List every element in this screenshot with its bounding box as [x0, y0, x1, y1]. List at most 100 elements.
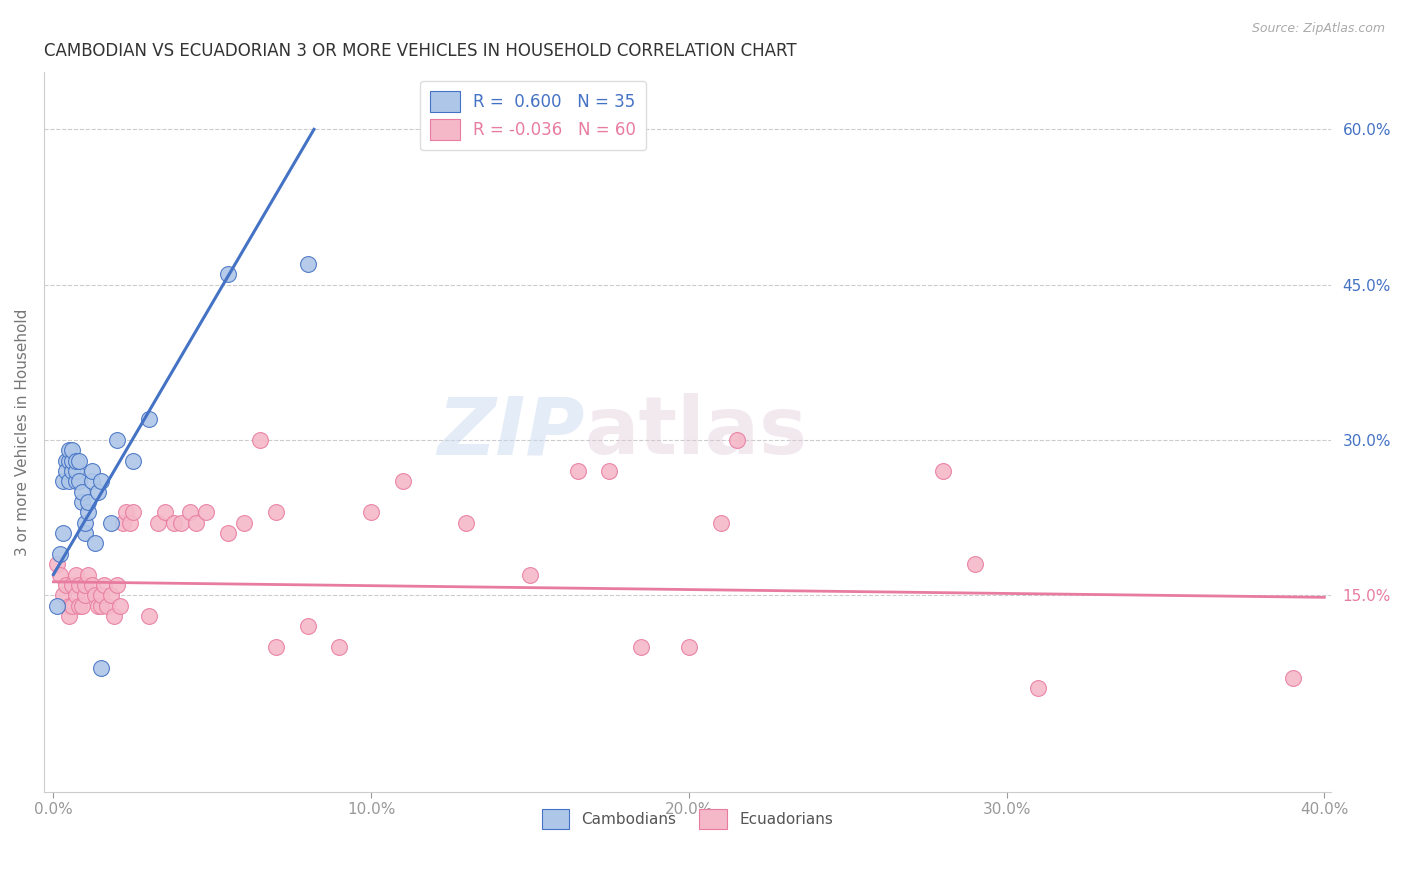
Point: [103, 609, 125, 624]
Point: [630, 640, 652, 654]
Point: [598, 464, 620, 478]
Point: [710, 516, 733, 530]
Point: [328, 640, 350, 654]
Point: [108, 599, 131, 613]
Point: [62, 578, 84, 592]
Point: [90, 661, 112, 675]
Point: [112, 516, 135, 530]
Point: [80, 578, 103, 592]
Point: [55, 464, 77, 478]
Point: [264, 640, 287, 654]
Point: [75, 516, 97, 530]
Point: [52, 475, 75, 489]
Text: ZIP: ZIP: [437, 393, 585, 471]
Point: [83, 588, 105, 602]
Y-axis label: 3 or more Vehicles in Household: 3 or more Vehicles in Household: [15, 309, 30, 556]
Point: [297, 619, 319, 633]
Point: [217, 526, 239, 541]
Point: [963, 558, 986, 572]
Point: [169, 516, 191, 530]
Point: [77, 567, 100, 582]
Point: [58, 475, 80, 489]
Point: [93, 578, 115, 592]
Point: [115, 505, 138, 519]
Point: [62, 443, 84, 458]
Point: [1028, 681, 1050, 696]
Point: [45, 599, 67, 613]
Point: [90, 599, 112, 613]
Point: [70, 495, 93, 509]
Point: [90, 475, 112, 489]
Point: [148, 516, 170, 530]
Point: [52, 526, 75, 541]
Point: [1281, 671, 1303, 685]
Point: [138, 609, 160, 624]
Point: [233, 516, 256, 530]
Point: [65, 464, 87, 478]
Point: [65, 475, 87, 489]
Legend: Cambodians, Ecuadorians: Cambodians, Ecuadorians: [536, 803, 839, 835]
Point: [96, 599, 118, 613]
Point: [519, 567, 541, 582]
Point: [75, 588, 97, 602]
Point: [105, 433, 128, 447]
Point: [932, 464, 955, 478]
Point: [100, 588, 122, 602]
Point: [264, 505, 287, 519]
Point: [62, 453, 84, 467]
Point: [49, 567, 72, 582]
Point: [75, 578, 97, 592]
Point: [105, 578, 128, 592]
Point: [83, 536, 105, 550]
Point: [65, 588, 87, 602]
Text: Source: ZipAtlas.com: Source: ZipAtlas.com: [1251, 22, 1385, 36]
Point: [217, 268, 239, 282]
Point: [67, 453, 90, 467]
Point: [179, 505, 201, 519]
Point: [52, 588, 75, 602]
Point: [67, 578, 90, 592]
Point: [80, 475, 103, 489]
Point: [49, 547, 72, 561]
Point: [70, 484, 93, 499]
Point: [58, 453, 80, 467]
Point: [725, 433, 748, 447]
Point: [90, 588, 112, 602]
Point: [567, 464, 589, 478]
Point: [153, 505, 176, 519]
Point: [163, 516, 186, 530]
Point: [118, 516, 141, 530]
Point: [194, 505, 217, 519]
Point: [62, 464, 84, 478]
Point: [65, 453, 87, 467]
Point: [62, 599, 84, 613]
Point: [45, 558, 67, 572]
Point: [392, 475, 415, 489]
Point: [138, 412, 160, 426]
Point: [55, 453, 77, 467]
Point: [75, 526, 97, 541]
Point: [65, 567, 87, 582]
Point: [360, 505, 382, 519]
Point: [121, 505, 143, 519]
Point: [58, 609, 80, 624]
Point: [58, 443, 80, 458]
Point: [121, 453, 143, 467]
Point: [70, 599, 93, 613]
Point: [87, 484, 110, 499]
Point: [77, 505, 100, 519]
Point: [58, 599, 80, 613]
Point: [80, 464, 103, 478]
Point: [297, 257, 319, 271]
Point: [55, 578, 77, 592]
Point: [249, 433, 271, 447]
Text: CAMBODIAN VS ECUADORIAN 3 OR MORE VEHICLES IN HOUSEHOLD CORRELATION CHART: CAMBODIAN VS ECUADORIAN 3 OR MORE VEHICL…: [44, 42, 797, 60]
Point: [186, 516, 208, 530]
Point: [67, 475, 90, 489]
Point: [67, 599, 90, 613]
Point: [100, 516, 122, 530]
Point: [678, 640, 700, 654]
Point: [77, 495, 100, 509]
Point: [456, 516, 478, 530]
Text: atlas: atlas: [585, 393, 807, 471]
